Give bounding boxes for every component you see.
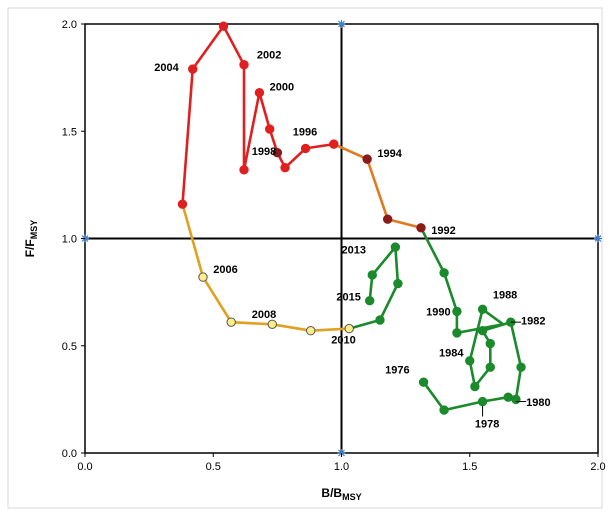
data-point: [254, 87, 265, 98]
x-axis-title-main: B/B: [321, 486, 342, 500]
year-label: 2002: [257, 49, 281, 61]
data-point: [375, 315, 385, 325]
data-point: [267, 319, 277, 329]
y-axis-title: F/FMSY: [23, 220, 39, 258]
x-tick-label: 2.0: [590, 461, 605, 473]
data-point: [272, 148, 283, 158]
data-point: [439, 405, 449, 415]
data-point: [188, 64, 198, 74]
data-point: [485, 362, 495, 372]
y-axis-title-subscript: MSY: [29, 220, 39, 240]
outer-border: [7, 7, 603, 509]
data-point: [344, 323, 354, 334]
data-point: [300, 143, 311, 154]
year-label: 1984: [439, 347, 464, 359]
data-point: [477, 326, 488, 336]
year-label: 1994: [377, 148, 402, 160]
data-point: [390, 242, 401, 252]
data-point: [452, 328, 462, 338]
data-point: [470, 381, 480, 392]
data-point: [367, 270, 377, 280]
reference-lines: [81, 20, 602, 457]
x-tick-label: 0.0: [77, 461, 92, 473]
y-tick-label: 1.0: [62, 234, 77, 246]
axis-ticks: 0.0 0.5 1.0 1.5 2.0 0.0 0.5 1.0 1.5 2.0: [62, 19, 606, 473]
year-label: 2006: [213, 264, 237, 276]
year-label: 1978: [475, 418, 499, 430]
trajectory-segment: [181, 202, 351, 333]
data-point: [485, 338, 495, 349]
y-axis-title-main: F/F: [23, 239, 37, 257]
x-tick-label: 0.5: [206, 461, 221, 473]
y-tick-label: 2.0: [62, 19, 77, 31]
year-label: 1998: [252, 146, 276, 158]
year-annotations: 2004 2002 2000 1996 1998 1994 1992 2013 2006 2015…: [154, 49, 550, 430]
year-label: 2008: [252, 309, 276, 321]
y-tick-label: 0.5: [62, 341, 77, 353]
data-point: [198, 272, 208, 282]
data-point: [516, 362, 526, 372]
trajectory-segment: [419, 226, 523, 412]
x-axis-title: B/BMSY: [321, 486, 361, 502]
reference-end-marker: [594, 234, 602, 243]
data-point: [393, 278, 403, 289]
y-tick-label: 0.0: [62, 448, 77, 460]
data-point: [264, 124, 275, 134]
data-point: [452, 306, 462, 317]
data-point: [226, 317, 236, 327]
data-point: [503, 392, 513, 402]
data-point: [477, 396, 488, 407]
data-point: [362, 154, 372, 164]
x-tick-label: 1.0: [334, 461, 349, 473]
data-point: [239, 165, 249, 175]
data-point: [439, 268, 449, 278]
data-point: [239, 60, 249, 70]
data-point: [465, 356, 475, 366]
year-label: 2010: [331, 335, 355, 347]
reference-end-marker: [337, 20, 346, 28]
year-label: 1996: [293, 127, 317, 139]
trajectory-segment: [332, 142, 423, 230]
year-label: 1988: [493, 290, 517, 302]
data-point: [329, 139, 339, 149]
data-point: [477, 304, 488, 314]
x-tick-label: 1.5: [462, 461, 477, 473]
year-label: 2015: [336, 292, 360, 304]
data-point: [280, 163, 290, 173]
data-point: [511, 394, 521, 405]
data-point: [382, 214, 393, 224]
y-axis-title-group: F/FMSY: [23, 220, 39, 258]
year-label: 1980: [526, 397, 550, 409]
year-label: 1982: [521, 315, 545, 327]
year-label: 1976: [385, 365, 409, 377]
data-point: [418, 377, 429, 387]
year-label: 2013: [342, 245, 366, 257]
trajectory-lines: [181, 24, 523, 412]
year-label: 2004: [154, 62, 179, 74]
data-point: [306, 326, 316, 336]
trajectory-segment: [347, 245, 400, 330]
year-label: 1992: [431, 225, 455, 237]
data-point: [365, 296, 375, 306]
trajectory-markers: [177, 21, 526, 415]
y-tick-label: 1.5: [62, 126, 77, 138]
year-label: 2000: [270, 81, 294, 93]
data-point: [177, 199, 188, 209]
plot-frame: [7, 7, 603, 509]
x-axis-title-subscript: MSY: [342, 492, 362, 502]
year-label: 1990: [426, 307, 450, 319]
data-point: [416, 223, 426, 233]
data-point: [218, 21, 229, 31]
